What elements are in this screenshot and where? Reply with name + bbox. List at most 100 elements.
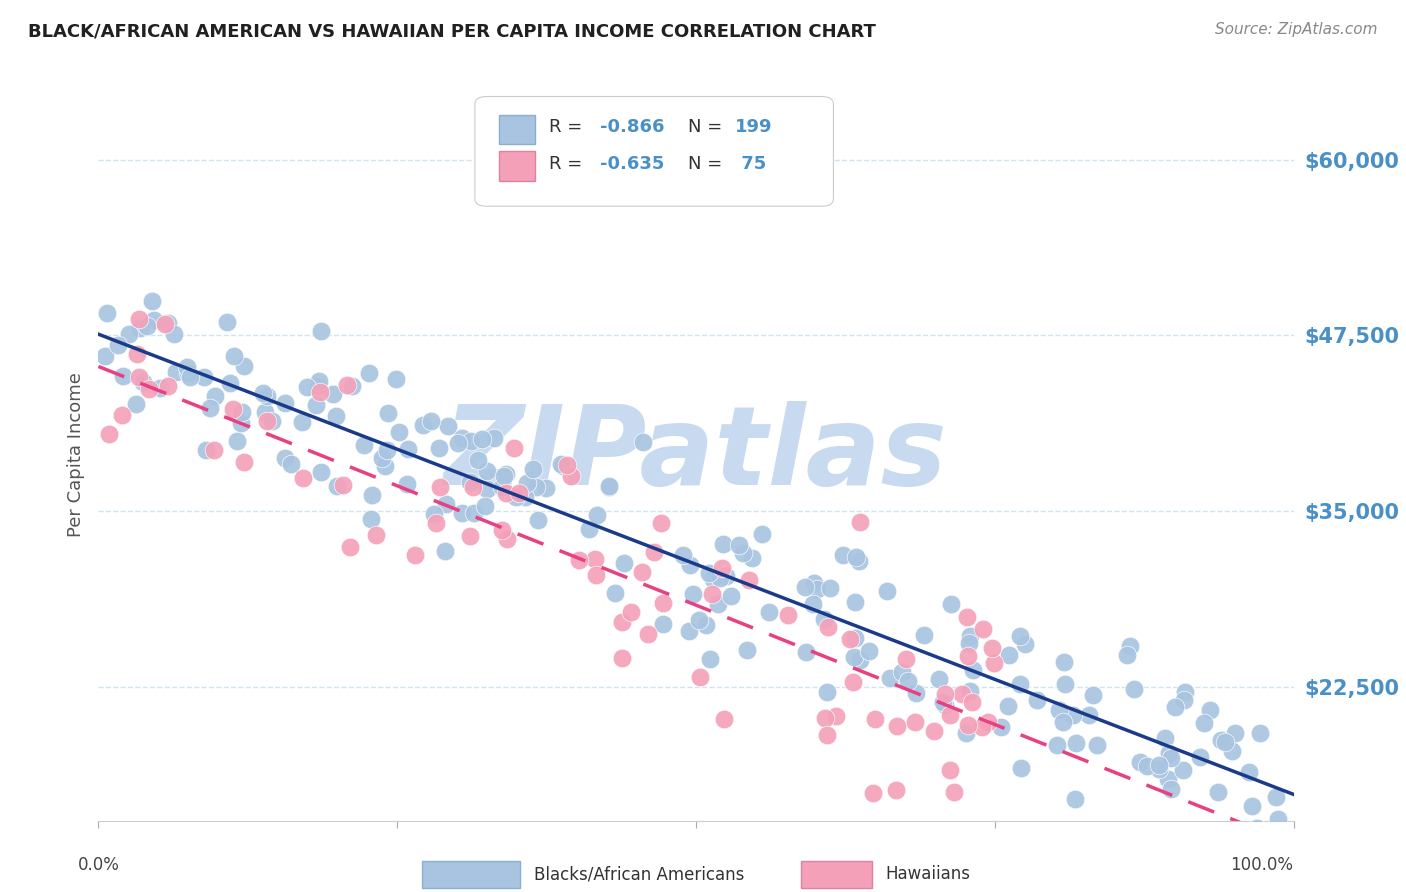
Point	[1119, 639, 1142, 653]
Point	[467, 453, 489, 467]
Point	[1189, 750, 1212, 764]
Point	[353, 438, 375, 452]
Point	[295, 380, 318, 394]
Point	[695, 618, 717, 632]
Point	[118, 326, 141, 341]
Point	[94, 349, 117, 363]
Point	[451, 431, 474, 445]
Point	[233, 455, 256, 469]
Point	[436, 418, 458, 433]
Point	[983, 656, 1005, 670]
Point	[98, 427, 121, 442]
Point	[359, 366, 381, 380]
Point	[815, 728, 838, 742]
Point	[849, 652, 872, 666]
Point	[516, 475, 538, 490]
Point	[886, 719, 908, 733]
Point	[1052, 715, 1074, 730]
Point	[997, 648, 1019, 662]
Point	[1159, 746, 1181, 760]
Point	[824, 708, 846, 723]
Point	[149, 381, 172, 395]
Point	[578, 523, 600, 537]
Point	[672, 549, 695, 563]
Point	[332, 478, 354, 492]
Point	[1265, 789, 1288, 804]
Point	[1008, 677, 1031, 691]
Point	[322, 387, 344, 401]
Point	[127, 347, 149, 361]
Point	[425, 516, 447, 530]
Point	[360, 511, 382, 525]
Point	[1160, 751, 1182, 765]
Point	[934, 687, 956, 701]
Point	[1129, 756, 1152, 770]
Point	[876, 584, 898, 599]
Point	[842, 674, 865, 689]
Point	[176, 367, 198, 381]
Point	[280, 457, 302, 471]
Point	[1198, 703, 1220, 717]
Text: BLACK/AFRICAN AMERICAN VS HAWAIIAN PER CAPITA INCOME CORRELATION CHART: BLACK/AFRICAN AMERICAN VS HAWAIIAN PER C…	[28, 22, 876, 40]
Point	[702, 587, 724, 601]
Point	[939, 763, 962, 777]
Point	[1192, 716, 1215, 731]
Text: R =: R =	[548, 155, 588, 173]
Point	[679, 558, 702, 572]
Point	[492, 469, 515, 483]
Text: 100.0%: 100.0%	[1230, 855, 1294, 874]
Point	[111, 369, 134, 384]
Point	[751, 527, 773, 541]
Point	[714, 569, 737, 583]
Point	[429, 480, 451, 494]
Point	[336, 377, 359, 392]
Point	[1157, 772, 1180, 786]
Point	[897, 674, 920, 689]
Point	[838, 632, 860, 647]
Point	[977, 714, 1000, 729]
Point	[603, 586, 626, 600]
Point	[1046, 739, 1069, 753]
Point	[711, 537, 734, 551]
Point	[326, 479, 349, 493]
Point	[905, 686, 928, 700]
Point	[111, 408, 134, 422]
Point	[879, 672, 901, 686]
Point	[377, 406, 399, 420]
Point	[254, 405, 277, 419]
Point	[1147, 757, 1170, 772]
Point	[1010, 761, 1032, 775]
Point	[939, 598, 962, 612]
Point	[451, 507, 474, 521]
Point	[980, 640, 1002, 655]
Point	[972, 720, 994, 734]
Point	[131, 376, 153, 390]
Point	[1025, 693, 1047, 707]
Point	[959, 683, 981, 698]
Point	[1077, 707, 1099, 722]
Text: 75: 75	[735, 155, 766, 173]
Point	[1171, 763, 1194, 777]
Point	[217, 315, 239, 329]
Point	[311, 465, 333, 479]
Point	[727, 538, 749, 552]
Point	[1064, 736, 1087, 750]
Text: Source: ZipAtlas.com: Source: ZipAtlas.com	[1215, 22, 1378, 37]
Text: -0.866: -0.866	[600, 119, 665, 136]
Point	[610, 650, 633, 665]
Point	[256, 414, 278, 428]
Point	[1083, 689, 1105, 703]
Point	[141, 294, 163, 309]
Point	[474, 500, 496, 514]
Point	[741, 550, 763, 565]
Point	[650, 516, 672, 530]
Point	[550, 457, 572, 471]
Point	[938, 707, 960, 722]
Point	[204, 389, 226, 403]
Point	[433, 544, 456, 558]
Point	[491, 523, 513, 537]
Text: N =: N =	[688, 119, 727, 136]
Point	[527, 512, 550, 526]
Point	[990, 720, 1012, 734]
Point	[475, 465, 498, 479]
